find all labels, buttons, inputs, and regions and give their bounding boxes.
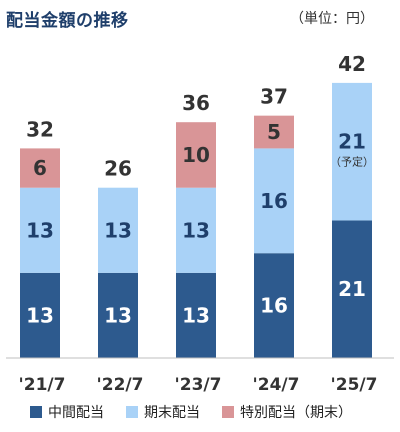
legend-swatch-special <box>222 406 234 418</box>
legend-swatch-year-end <box>126 406 138 418</box>
category-label: '23/7 <box>175 375 222 395</box>
category-label: '25/7 <box>331 375 378 395</box>
bar-segment-special <box>176 122 216 188</box>
total-label: 26 <box>104 157 132 181</box>
annotation-label: （予定） <box>330 155 374 169</box>
legend-label-special: 特別配当（期末） <box>240 405 352 421</box>
total-label: 32 <box>26 117 54 141</box>
legend-label-year-end: 期末配当 <box>144 405 200 421</box>
data-label-interim: 13 <box>26 303 54 327</box>
total-label: 42 <box>338 52 366 76</box>
unit-label: （単位：円） <box>290 11 374 27</box>
legend-swatch-interim <box>30 406 42 418</box>
bar-segment-year-end <box>254 148 294 254</box>
bar-segment-interim <box>332 220 372 358</box>
legend-item-special: 特別配当（期末） <box>222 402 352 422</box>
bar-segment-year-end <box>332 82 372 221</box>
bar-segment-year-end <box>98 187 138 273</box>
bar-segment-special <box>20 148 60 188</box>
data-label-year-end: 16 <box>260 189 288 213</box>
category-label: '24/7 <box>253 375 300 395</box>
bar-segment-interim <box>20 272 60 358</box>
chart-title: 配当金額の推移 <box>6 11 129 31</box>
bar-segment-interim <box>254 253 294 358</box>
data-label-special: 10 <box>182 143 210 167</box>
legend-label-interim: 中間配当 <box>48 405 104 421</box>
data-label-year-end: 13 <box>182 218 210 242</box>
data-label-year-end: 21 <box>338 130 366 154</box>
total-label: 36 <box>182 91 210 115</box>
category-label: '22/7 <box>97 375 144 395</box>
legend-item-interim: 中間配当 <box>30 402 104 422</box>
category-label: '21/7 <box>19 375 66 395</box>
data-label-special: 6 <box>33 156 47 180</box>
legend-item-year-end: 期末配当 <box>126 402 200 422</box>
bar-segment-interim <box>176 272 216 358</box>
data-label-year-end: 13 <box>26 218 54 242</box>
data-label-interim: 16 <box>260 294 288 318</box>
bar-segment-special <box>254 115 294 149</box>
bar-segment-interim <box>98 272 138 358</box>
total-label: 37 <box>260 85 288 109</box>
data-label-interim: 13 <box>104 303 132 327</box>
bar-segment-year-end <box>176 187 216 273</box>
data-label-year-end: 13 <box>104 218 132 242</box>
stacked-bar-chart: 13 13 6 32 '21/7 13 13 26 '22/7 13 13 10 36 '23/7 16 16… <box>6 52 394 395</box>
data-label-interim: 21 <box>338 277 366 301</box>
data-label-special: 5 <box>267 120 281 144</box>
bar-segment-year-end <box>20 187 60 273</box>
data-label-interim: 13 <box>182 303 210 327</box>
legend: 中間配当 期末配当 特別配当（期末） <box>30 402 352 422</box>
